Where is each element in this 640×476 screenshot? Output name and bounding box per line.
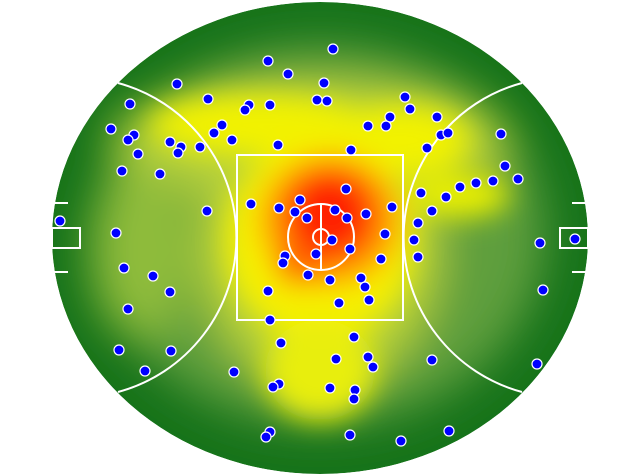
point — [412, 217, 424, 229]
point — [116, 165, 128, 177]
point — [404, 103, 416, 115]
point — [340, 183, 352, 195]
point — [273, 202, 285, 214]
point — [110, 227, 122, 239]
points — [54, 43, 581, 447]
point — [139, 365, 151, 377]
point — [324, 274, 336, 286]
point — [426, 205, 438, 217]
point — [124, 98, 136, 110]
point — [147, 270, 159, 282]
point — [132, 148, 144, 160]
point — [264, 314, 276, 326]
point — [367, 361, 379, 373]
point — [440, 191, 452, 203]
point — [275, 337, 287, 349]
point — [408, 234, 420, 246]
point — [228, 366, 240, 378]
point — [239, 104, 251, 116]
point — [359, 281, 371, 293]
point — [262, 285, 274, 297]
point — [122, 303, 134, 315]
point — [310, 248, 322, 260]
point — [395, 435, 407, 447]
point — [333, 297, 345, 309]
point — [360, 208, 372, 220]
point — [495, 128, 507, 140]
point — [172, 147, 184, 159]
point — [301, 212, 313, 224]
point — [470, 177, 482, 189]
point — [260, 431, 272, 443]
point — [326, 234, 338, 246]
point — [302, 269, 314, 281]
point — [537, 284, 549, 296]
point — [345, 144, 357, 156]
point — [431, 111, 443, 123]
point — [216, 119, 228, 131]
point — [487, 175, 499, 187]
point — [415, 187, 427, 199]
point — [534, 237, 546, 249]
point — [412, 251, 424, 263]
point — [499, 160, 511, 172]
point — [375, 253, 387, 265]
point — [122, 134, 134, 146]
point — [355, 272, 367, 284]
point — [171, 78, 183, 90]
point — [341, 212, 353, 224]
point — [118, 262, 130, 274]
point — [194, 141, 206, 153]
point — [348, 331, 360, 343]
point — [386, 201, 398, 213]
point — [164, 286, 176, 298]
point — [512, 173, 524, 185]
point — [54, 215, 66, 227]
point — [105, 123, 117, 135]
point — [442, 127, 454, 139]
field-lines — [51, 82, 589, 393]
point — [321, 95, 333, 107]
point — [282, 68, 294, 80]
point — [245, 198, 257, 210]
point — [267, 381, 279, 393]
point — [165, 345, 177, 357]
point — [379, 228, 391, 240]
point — [289, 206, 301, 218]
point — [324, 382, 336, 394]
point — [380, 120, 392, 132]
point — [384, 111, 396, 123]
point — [363, 294, 375, 306]
point — [202, 93, 214, 105]
point — [426, 354, 438, 366]
point — [443, 425, 455, 437]
point — [344, 243, 356, 255]
point — [311, 94, 323, 106]
point — [362, 120, 374, 132]
point — [318, 77, 330, 89]
point — [344, 429, 356, 441]
point — [164, 136, 176, 148]
point — [327, 43, 339, 55]
point — [569, 233, 581, 245]
point — [262, 55, 274, 67]
point — [454, 181, 466, 193]
point — [264, 99, 276, 111]
point — [362, 351, 374, 363]
point — [208, 127, 220, 139]
point — [399, 91, 411, 103]
point — [154, 168, 166, 180]
point — [272, 139, 284, 151]
point — [329, 204, 341, 216]
point — [201, 205, 213, 217]
point — [330, 353, 342, 365]
point — [113, 344, 125, 356]
point — [226, 134, 238, 146]
point — [294, 194, 306, 206]
point — [421, 142, 433, 154]
point — [348, 393, 360, 405]
point — [531, 358, 543, 370]
point — [277, 257, 289, 269]
